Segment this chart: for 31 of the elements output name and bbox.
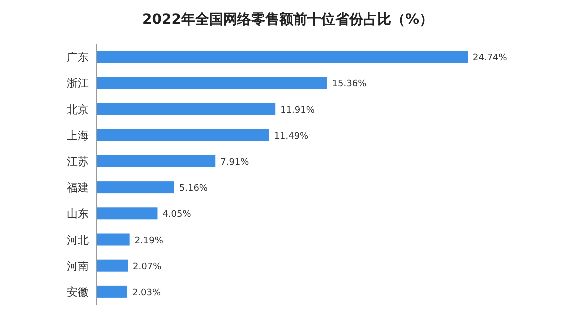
y-tick-label: 浙江 bbox=[67, 77, 89, 90]
data-label: 2.07% bbox=[133, 262, 162, 272]
data-label: 2.03% bbox=[132, 288, 162, 298]
bar bbox=[97, 208, 158, 220]
bar bbox=[97, 77, 328, 90]
data-label: 24.74% bbox=[473, 54, 508, 64]
bar bbox=[97, 155, 216, 168]
y-tick-label: 江苏 bbox=[67, 155, 89, 168]
data-label: 11.49% bbox=[274, 132, 310, 142]
data-label: 7.91% bbox=[220, 158, 250, 168]
chart-title: 2022年全国网络零售额前十位省份占比（%） bbox=[142, 11, 434, 28]
y-tick-label: 山东 bbox=[67, 208, 89, 221]
bar bbox=[97, 286, 128, 298]
data-label: 2.19% bbox=[134, 236, 164, 246]
data-label: 11.91% bbox=[280, 106, 316, 116]
data-label: 15.36% bbox=[332, 80, 368, 90]
data-label: 4.05% bbox=[162, 210, 192, 220]
y-tick-label: 河南 bbox=[67, 260, 89, 273]
y-tick-label: 河北 bbox=[67, 234, 89, 247]
bar bbox=[97, 182, 174, 194]
y-tick-label: 北京 bbox=[67, 103, 89, 116]
y-tick-label: 广东 bbox=[67, 51, 89, 64]
bar bbox=[97, 129, 270, 142]
y-tick-label: 安徽 bbox=[67, 286, 89, 299]
bar bbox=[97, 234, 130, 246]
bar bbox=[97, 51, 468, 64]
bar bbox=[97, 103, 276, 116]
bar bbox=[97, 260, 128, 272]
y-tick-label: 福建 bbox=[67, 182, 89, 195]
data-label: 5.16% bbox=[179, 184, 208, 194]
y-tick-label: 上海 bbox=[67, 129, 89, 142]
